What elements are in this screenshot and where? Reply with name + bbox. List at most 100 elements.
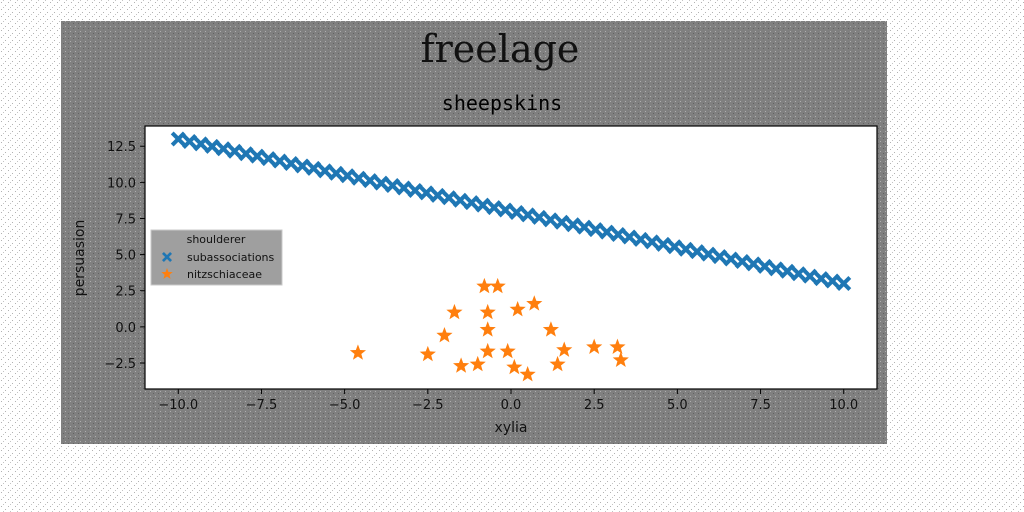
y-tick-label: 0.0 <box>115 321 136 336</box>
x-tick-label: −5.0 <box>329 398 361 413</box>
point-subassociations <box>306 160 322 176</box>
point-nitzschiaceae <box>489 277 506 294</box>
point-subassociations <box>193 136 209 152</box>
x-tick-label: 10.0 <box>829 398 858 413</box>
point-subassociations <box>204 138 220 154</box>
point-nitzschiaceae <box>436 327 453 343</box>
point-subassociations <box>294 158 310 174</box>
point-subassociations <box>373 175 389 191</box>
x-tick-label: 2.5 <box>584 398 605 413</box>
point-nitzschiaceae <box>479 303 496 320</box>
point-subassociations <box>779 263 795 279</box>
point-subassociations <box>407 182 423 198</box>
point-subassociations <box>667 239 683 255</box>
point-subassociations <box>497 202 513 218</box>
point-subassociations <box>802 268 818 284</box>
legend-marker-nitzschiaceae <box>161 268 173 279</box>
point-subassociations <box>588 222 604 238</box>
point-nitzschiaceae <box>526 295 543 311</box>
point-subassociations <box>520 207 536 223</box>
point-subassociations <box>633 231 649 247</box>
point-subassociations <box>836 276 852 292</box>
point-nitzschiaceae <box>469 355 486 372</box>
y-axis-label: persuasion <box>72 220 88 297</box>
point-nitzschiaceae <box>349 344 367 360</box>
point-subassociations <box>249 148 265 164</box>
y-tick-label: 12.5 <box>107 140 136 155</box>
point-subassociations <box>464 195 480 211</box>
legend-star-marker <box>161 268 173 279</box>
point-subassociations <box>351 170 367 186</box>
point-nitzschiaceae <box>612 351 629 367</box>
point-nitzschiaceae <box>549 355 566 372</box>
legend-marker-subassociations <box>162 252 172 262</box>
point-nitzschiaceae <box>609 338 626 354</box>
legend-x-marker <box>162 252 172 262</box>
point-subassociations <box>283 155 299 171</box>
point-subassociations <box>768 261 784 277</box>
point-nitzschiaceae <box>556 341 573 357</box>
point-subassociations <box>170 131 186 147</box>
y-tick-label: −2.5 <box>104 357 136 372</box>
point-nitzschiaceae <box>586 338 603 354</box>
point-subassociations <box>610 227 626 243</box>
point-subassociations <box>215 141 231 157</box>
point-nitzschiaceae <box>446 303 463 320</box>
point-subassociations <box>531 209 547 225</box>
point-subassociations <box>791 266 807 282</box>
y-tick-label: 2.5 <box>115 285 136 300</box>
point-subassociations <box>509 204 525 220</box>
point-subassociations <box>644 234 660 250</box>
point-subassociations <box>678 241 694 257</box>
x-tick-label: 5.0 <box>667 398 688 413</box>
y-tick-label: 5.0 <box>115 249 136 264</box>
point-subassociations <box>328 165 344 181</box>
point-subassociations <box>621 229 637 245</box>
point-subassociations <box>813 271 829 287</box>
point-subassociations <box>554 214 570 230</box>
point-subassociations <box>700 246 716 262</box>
point-subassociations <box>757 258 773 274</box>
x-tick-label: 0.0 <box>501 398 522 413</box>
point-subassociations <box>339 168 355 184</box>
point-nitzschiaceae <box>419 345 436 362</box>
x-axis: −10.0 −7.5 −5.0 −2.5 0.0 2.5 5.0 7.5 10.0 <box>158 389 858 413</box>
y-tick-label: 10.0 <box>107 176 136 191</box>
point-subassociations <box>362 173 378 189</box>
point-subassociations <box>418 185 434 201</box>
x-axis-label: xylia <box>495 420 528 436</box>
point-subassociations <box>261 151 277 167</box>
x-tick-label: −10.0 <box>158 398 198 413</box>
chart-title: sheepskins <box>442 91 562 115</box>
x-tick-label: −7.5 <box>246 398 278 413</box>
point-subassociations <box>385 178 401 194</box>
point-subassociations <box>430 187 446 203</box>
legend-label-nitzschiaceae: nitzschiaceae <box>187 268 262 281</box>
legend: shoulderer subassociations nitzschiaceae <box>150 229 283 286</box>
point-subassociations <box>396 180 412 196</box>
series-nitzschiaceae <box>349 277 629 382</box>
point-nitzschiaceae <box>453 357 470 373</box>
point-subassociations <box>227 143 243 159</box>
point-nitzschiaceae <box>506 358 523 375</box>
legend-box <box>150 229 283 286</box>
legend-label-subassociations: subassociations <box>187 251 275 264</box>
point-subassociations <box>655 236 671 252</box>
point-subassociations <box>441 190 457 206</box>
point-subassociations <box>824 273 840 289</box>
point-subassociations <box>576 219 592 235</box>
point-subassociations <box>712 249 728 265</box>
point-nitzschiaceae <box>509 301 526 317</box>
point-subassociations <box>182 133 198 149</box>
point-nitzschiaceae <box>476 277 493 294</box>
point-nitzschiaceae <box>479 342 496 359</box>
y-axis: −2.5 0.0 2.5 5.0 7.5 10.0 12.5 <box>104 140 145 372</box>
point-subassociations <box>689 244 705 260</box>
point-subassociations <box>745 256 761 272</box>
point-nitzschiaceae <box>519 366 536 382</box>
point-subassociations <box>272 153 288 169</box>
point-subassociations <box>486 200 502 216</box>
point-subassociations <box>565 217 581 233</box>
point-nitzschiaceae <box>479 321 496 337</box>
